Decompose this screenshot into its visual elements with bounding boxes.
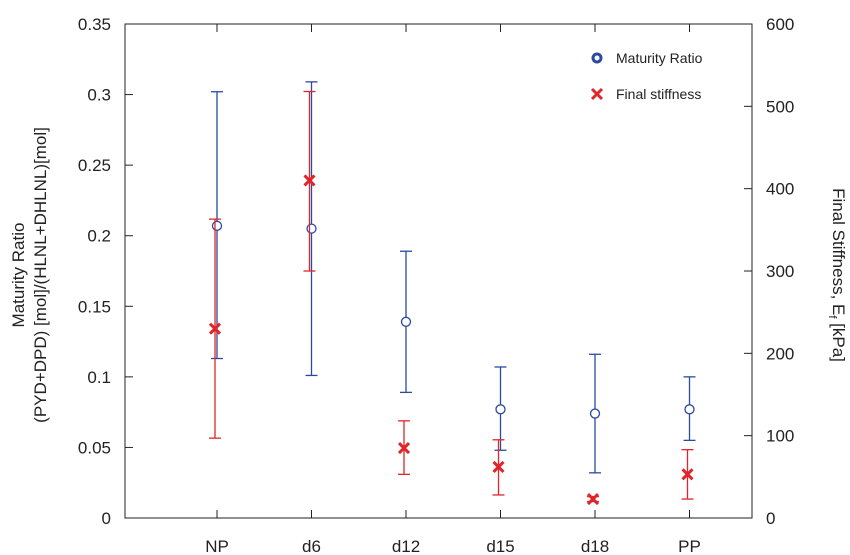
right-tick-label: 300 bbox=[766, 262, 794, 281]
stiffness-point-stroke-b bbox=[492, 460, 505, 474]
legend-x-stroke-b bbox=[590, 87, 604, 101]
right-axis-label-main: Final Stiffness, E bbox=[829, 188, 848, 315]
stiffness-point bbox=[397, 441, 411, 455]
x-tick-label: d15 bbox=[486, 537, 514, 555]
x-tick-label: NP bbox=[205, 537, 229, 555]
series-final-stiffness bbox=[208, 90, 694, 506]
left-tick-label: 0.2 bbox=[87, 227, 111, 246]
stiffness-point bbox=[303, 174, 316, 187]
left-tick-label: 0.1 bbox=[87, 368, 111, 387]
left-tick-label: 0 bbox=[102, 509, 111, 528]
left-tick-label: 0.05 bbox=[78, 438, 111, 457]
right-tick-label: 200 bbox=[766, 344, 794, 363]
stiffness-point bbox=[492, 460, 505, 474]
right-axis-ticks: 0 100 200 300 400 500 600 bbox=[744, 15, 794, 528]
legend-x bbox=[590, 87, 604, 101]
legend-label-maturity-ratio: Maturity Ratio bbox=[616, 50, 703, 66]
stiffness-point bbox=[681, 468, 694, 481]
maturity-point bbox=[495, 404, 506, 415]
right-tick-label: 600 bbox=[766, 15, 794, 34]
stiffness-point-stroke-b bbox=[681, 468, 694, 481]
left-tick-label: 0.3 bbox=[87, 86, 111, 105]
left-tick-label: 0.25 bbox=[78, 156, 111, 175]
right-axis-label-sub: f bbox=[826, 315, 838, 319]
left-axis-ticks: 0 0.05 0.1 0.15 0.2 0.25 0.3 0.35 bbox=[78, 15, 133, 528]
left-tick-label: 0.35 bbox=[78, 15, 111, 34]
right-tick-label: 0 bbox=[766, 509, 775, 528]
maturity-point bbox=[400, 316, 412, 327]
right-axis-label: Final Stiffness, Ef [kPa] bbox=[826, 188, 848, 362]
stiffness-point bbox=[208, 322, 222, 335]
right-tick-label: 500 bbox=[766, 97, 794, 116]
x-tick-label: PP bbox=[678, 537, 701, 555]
maturity-point bbox=[211, 220, 223, 231]
stiffness-point-stroke-b bbox=[303, 174, 316, 187]
legend-maturity-marker bbox=[591, 52, 603, 64]
maturity-point bbox=[684, 404, 695, 415]
stiffness-point-stroke-b bbox=[397, 441, 411, 455]
left-tick-label: 0.15 bbox=[78, 297, 111, 316]
x-tick-label: d12 bbox=[392, 537, 420, 555]
left-axis-label-line1: Maturity Ratio bbox=[9, 223, 28, 328]
right-tick-label: 400 bbox=[766, 180, 794, 199]
left-axis-label-line2: (PYD+DPD) [mol]/(HLNL+DHLNL)[mol] bbox=[31, 127, 50, 423]
series-maturity-ratio bbox=[211, 81, 696, 474]
x-axis-ticks: NP d6 d12 d15 d18 PP bbox=[205, 24, 701, 555]
legend: Maturity Ratio Final stiffness bbox=[590, 50, 703, 102]
right-tick-label: 100 bbox=[766, 427, 794, 446]
legend-circle bbox=[591, 52, 603, 64]
right-axis-label-unit: [kPa] bbox=[829, 318, 848, 361]
legend-stiffness-marker bbox=[590, 87, 604, 101]
maturity-point bbox=[306, 223, 317, 234]
stiffness-point-stroke-b bbox=[208, 322, 222, 335]
stiffness-point bbox=[586, 493, 600, 506]
x-tick-label: d6 bbox=[302, 537, 321, 555]
x-tick-label: d18 bbox=[581, 537, 609, 555]
maturity-point bbox=[589, 408, 601, 419]
legend-label-final-stiffness: Final stiffness bbox=[616, 86, 701, 102]
stiffness-point-stroke-b bbox=[586, 493, 600, 506]
